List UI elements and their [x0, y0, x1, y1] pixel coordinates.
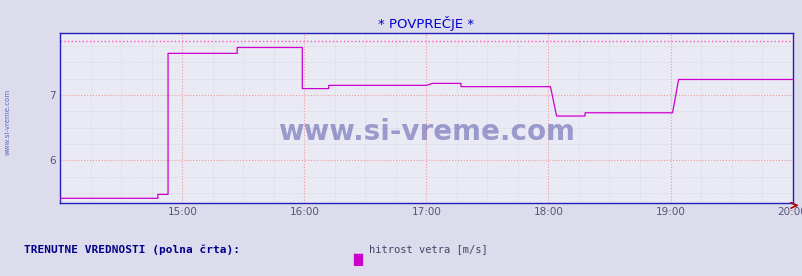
Text: █: █: [352, 253, 362, 266]
Text: hitrost vetra [m/s]: hitrost vetra [m/s]: [369, 244, 488, 254]
Title: * POVPREČJE *: * POVPREČJE *: [378, 15, 474, 31]
Text: www.si-vreme.com: www.si-vreme.com: [277, 118, 574, 145]
Text: www.si-vreme.com: www.si-vreme.com: [5, 88, 11, 155]
Text: TRENUTNE VREDNOSTI (polna črta):: TRENUTNE VREDNOSTI (polna črta):: [24, 244, 240, 255]
